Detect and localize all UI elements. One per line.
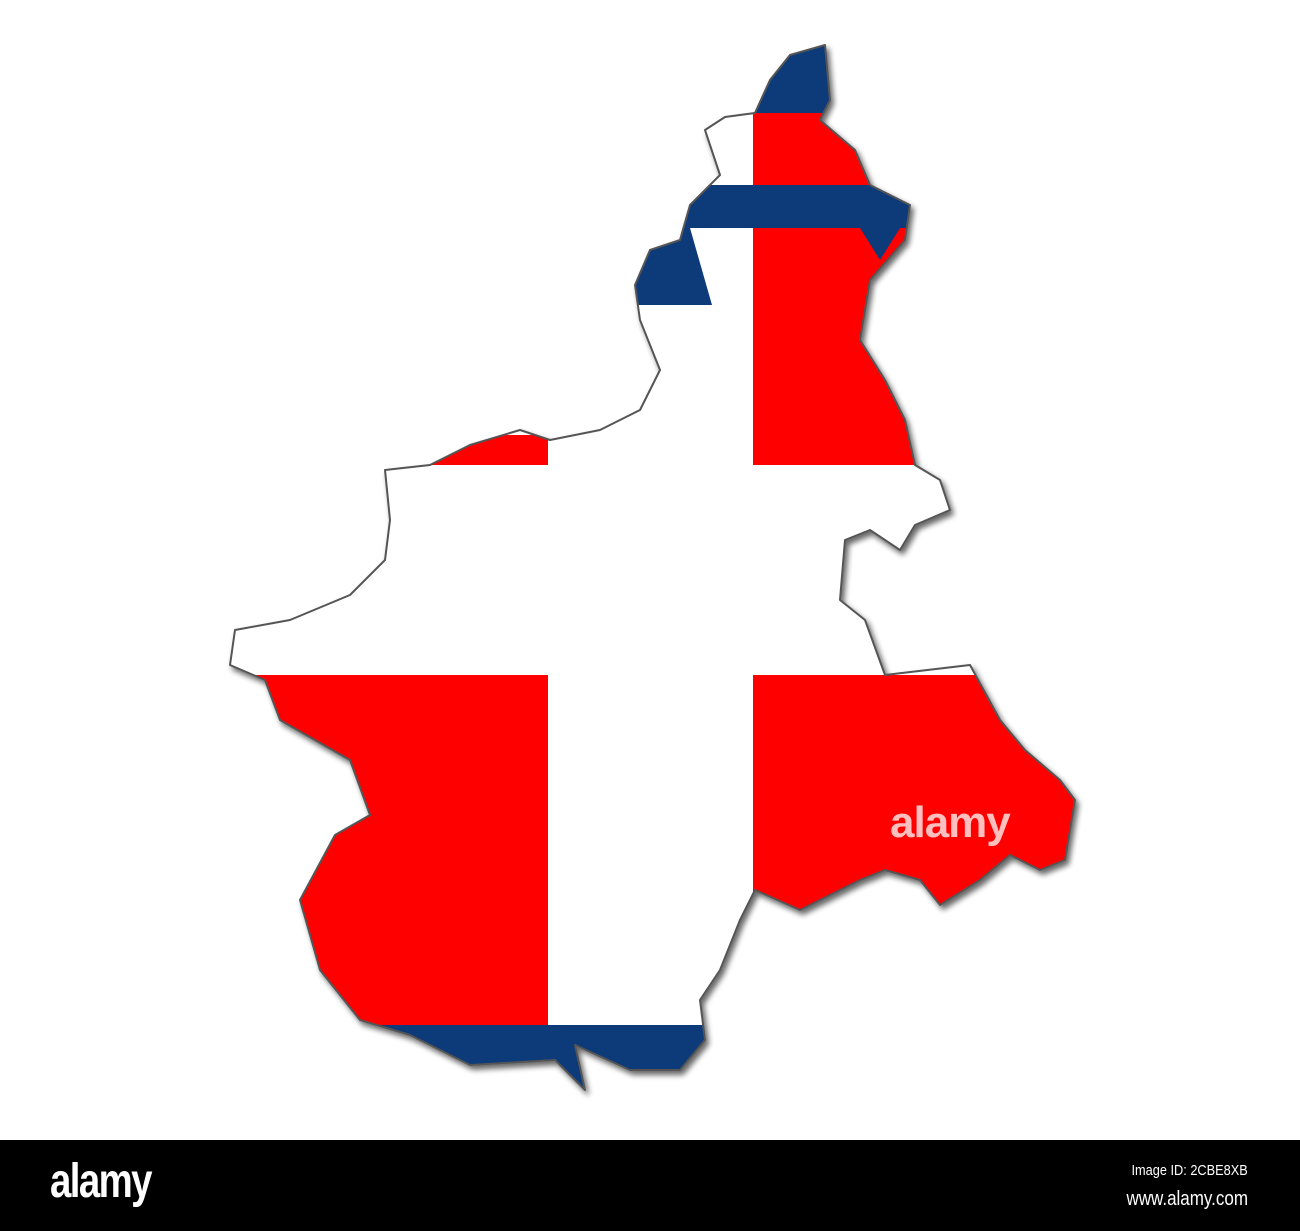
blue-border-top: [230, 45, 1075, 113]
cross-horizontal: [230, 465, 1075, 675]
website-link: www.alamy.com: [1126, 1188, 1248, 1210]
alamy-logo: alamy: [50, 1155, 152, 1208]
flag-fill: [230, 45, 1075, 1090]
image-id: Image ID: 2CBE8XB: [1131, 1162, 1248, 1179]
blue-border-bottom: [230, 1025, 1075, 1090]
white-top-left: [230, 113, 753, 185]
footer-bar: alamy Image ID: 2CBE8XB www.alamy.com: [0, 1140, 1300, 1231]
watermark: alamy: [890, 798, 1011, 847]
region-outline: [229, 44, 1076, 1091]
white-upper-left: [230, 45, 548, 435]
region-flag-map: [229, 44, 1076, 1091]
